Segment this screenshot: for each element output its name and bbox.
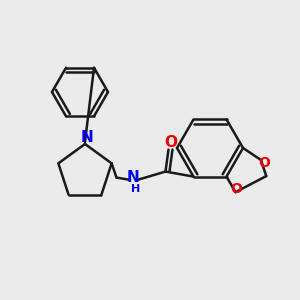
- Text: H: H: [131, 184, 140, 194]
- Text: N: N: [81, 130, 93, 145]
- Text: N: N: [126, 170, 139, 185]
- Text: O: O: [231, 182, 242, 196]
- Text: O: O: [258, 156, 270, 170]
- Text: O: O: [164, 135, 177, 150]
